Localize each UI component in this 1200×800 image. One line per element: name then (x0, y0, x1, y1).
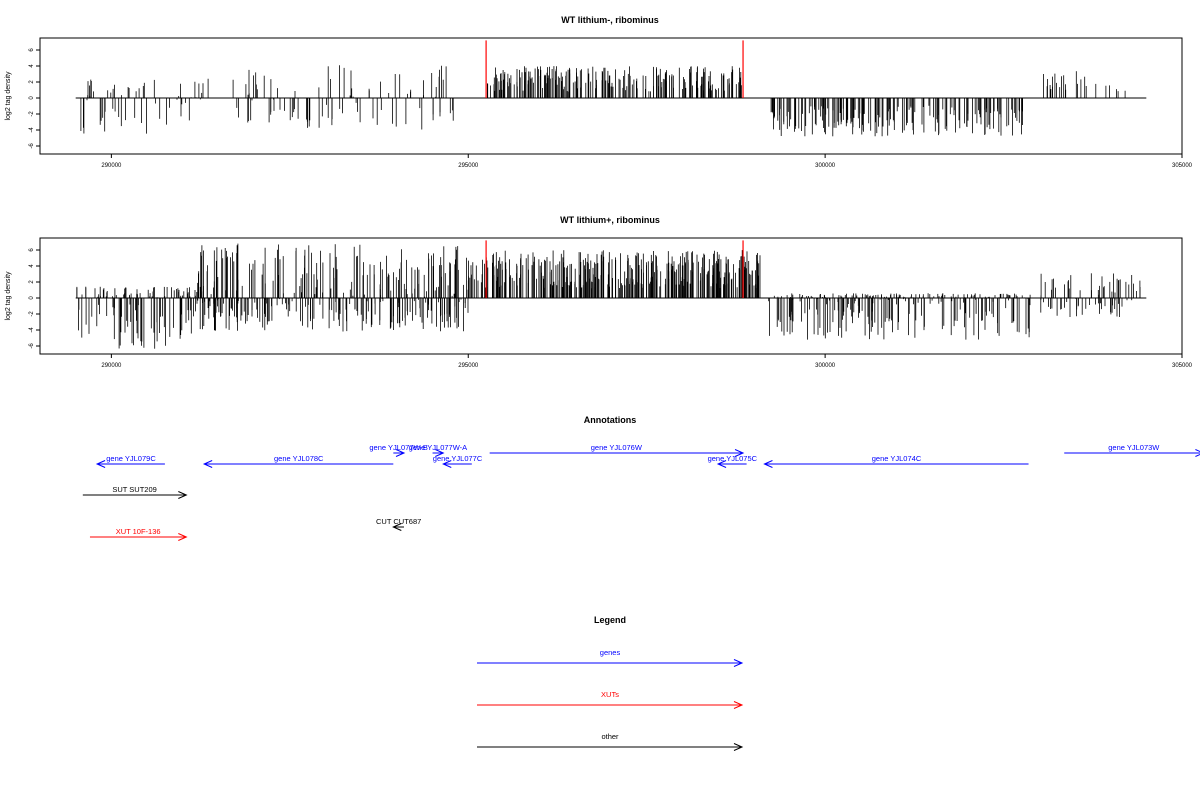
y-axis-label: log2 tag density (5, 71, 12, 121)
x-tick-label: 295000 (458, 163, 479, 169)
bar-marks (75, 40, 1147, 137)
y-tick-label: -6 (29, 343, 35, 349)
annotation-item: gene YJL073W (1064, 443, 1200, 457)
annotation-item: gene YJL075C (708, 454, 758, 468)
y-tick-label: -6 (29, 143, 35, 149)
legend-label: XUTs (601, 690, 619, 699)
annotation-label: gene YJL077W-A (409, 443, 468, 452)
plot-frame (39, 237, 1183, 355)
plot-frame (39, 37, 1183, 155)
annotations-title: Annotations (584, 415, 637, 425)
annotation-label: gene YJL076W (591, 443, 643, 452)
x-tick-label: 290000 (101, 363, 122, 369)
legend-label: other (601, 732, 619, 741)
annotation-item: gene YJL077W-B (369, 443, 428, 457)
panel-title: WT lithium-, ribominus (561, 15, 659, 25)
y-tick-label: -4 (29, 327, 35, 333)
y-tick-label: -4 (29, 127, 35, 133)
legend-title: Legend (594, 615, 626, 625)
annotation-item: gene YJL078C (202, 454, 394, 468)
annotation-label: gene YJL074C (872, 454, 922, 463)
y-tick-label: 2 (29, 80, 35, 84)
legend-label: genes (600, 648, 621, 657)
y-tick-label: 2 (29, 280, 35, 284)
legend-entry: XUTs (477, 690, 744, 709)
annotation-item: XUT 10F-136 (89, 527, 188, 541)
y-tick-label: 0 (29, 296, 35, 300)
annotations-panel: Annotations gene YJL079C gene YJL078C gene… (82, 415, 1200, 541)
panel-lithium-plus: WT lithium+, ribominus log2 tag density … (5, 215, 1193, 369)
panel-lithium-minus: WT lithium-, ribominus log2 tag density … (5, 15, 1193, 169)
panel-title: WT lithium+, ribominus (560, 215, 660, 225)
x-tick-label: 305000 (1172, 163, 1193, 169)
annotation-label: gene YJL078C (274, 454, 324, 463)
y-tick-label: 4 (29, 264, 35, 268)
annotation-item: gene YJL077C (433, 454, 483, 468)
annotation-item: CUT CUT687 (376, 517, 421, 531)
y-tick-label: -2 (29, 311, 35, 317)
annotation-item: gene YJL074C (763, 454, 1029, 468)
annotation-label: CUT CUT687 (376, 517, 421, 526)
annotation-label: gene YJL079C (106, 454, 156, 463)
y-tick-label: -2 (29, 111, 35, 117)
legend-panel: Legend genes XUTs other (477, 615, 744, 751)
y-tick-label: 0 (29, 96, 35, 100)
annotation-item: gene YJL077W-A (409, 443, 468, 457)
x-tick-label: 300000 (815, 363, 836, 369)
x-tick-label: 305000 (1172, 363, 1193, 369)
x-tick-label: 295000 (458, 363, 479, 369)
y-axis-label: log2 tag density (5, 271, 12, 321)
x-tick-label: 290000 (101, 163, 122, 169)
annotation-item: gene YJL079C (95, 454, 165, 468)
annotation-label: SUT SUT209 (112, 485, 156, 494)
legend-entry: genes (477, 648, 744, 667)
axis-ticks: -6 -4 -2 0 2 4 6 290000 295000 300000 305000 (29, 48, 1193, 169)
annotation-label: gene YJL073W (1108, 443, 1160, 452)
legend-arrows: genes XUTs other (477, 648, 744, 751)
annotation-label: gene YJL075C (708, 454, 758, 463)
y-tick-label: 6 (29, 48, 35, 52)
bar-marks (75, 240, 1147, 349)
axis-ticks: -6 -4 -2 0 2 4 6 290000 295000 300000 305000 (29, 248, 1193, 369)
x-tick-label: 300000 (815, 163, 836, 169)
annotation-label: gene YJL077C (433, 454, 483, 463)
annotation-item: gene YJL076W (489, 443, 745, 457)
annotation-label: XUT 10F-136 (116, 527, 161, 536)
y-tick-label: 6 (29, 248, 35, 252)
legend-entry: other (477, 732, 744, 751)
y-tick-label: 4 (29, 64, 35, 68)
annotation-label: gene YJL077W-B (369, 443, 428, 452)
annotation-item: SUT SUT209 (82, 485, 188, 499)
